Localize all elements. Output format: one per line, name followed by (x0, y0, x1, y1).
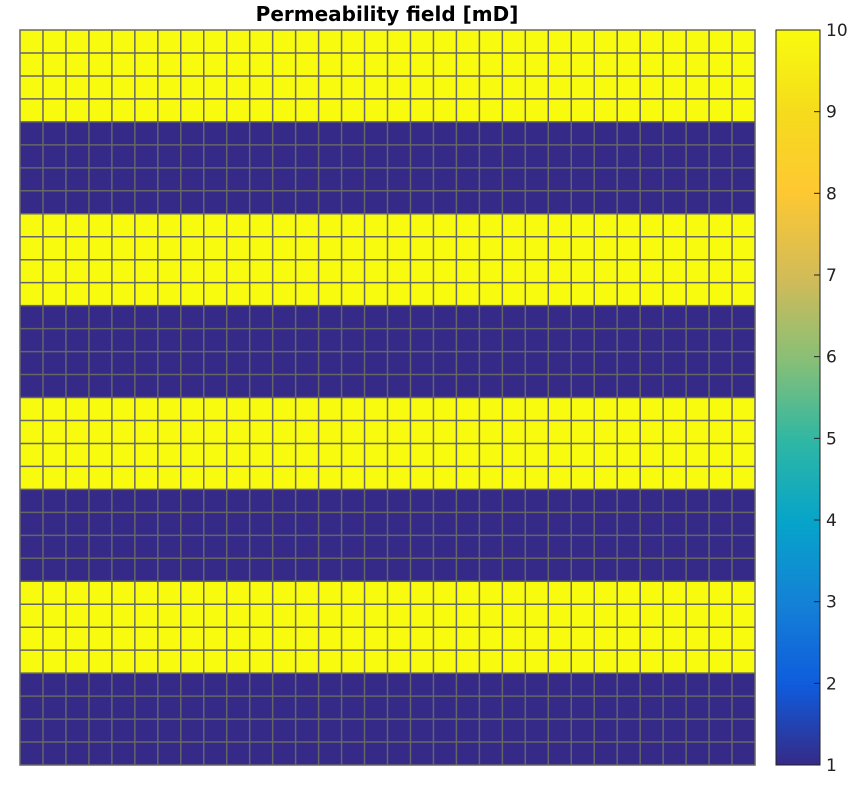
colorbar-tick-label: 7 (826, 266, 837, 286)
colorbar-tick-label: 5 (826, 429, 837, 449)
colorbar-tick-label: 2 (826, 674, 837, 694)
colorbar-tick-label: 4 (826, 511, 837, 531)
colorbar (775, 29, 821, 766)
colorbar-tick-label: 8 (826, 184, 837, 204)
colorbar-tick-label: 1 (826, 756, 837, 776)
colorbar-tick-label: 3 (826, 593, 837, 613)
chart-title: Permeability field [mD] (256, 2, 519, 26)
colorbar-tick-label: 10 (826, 21, 848, 41)
colorbar-tick-label: 6 (826, 348, 837, 368)
colorbar-tick-label: 9 (826, 103, 837, 123)
colorbar-ticks: 1 2 3 4 5 6 7 8 9 10 (814, 21, 848, 776)
heatmap-gridlines (20, 30, 755, 765)
plot-frame (19, 29, 756, 766)
